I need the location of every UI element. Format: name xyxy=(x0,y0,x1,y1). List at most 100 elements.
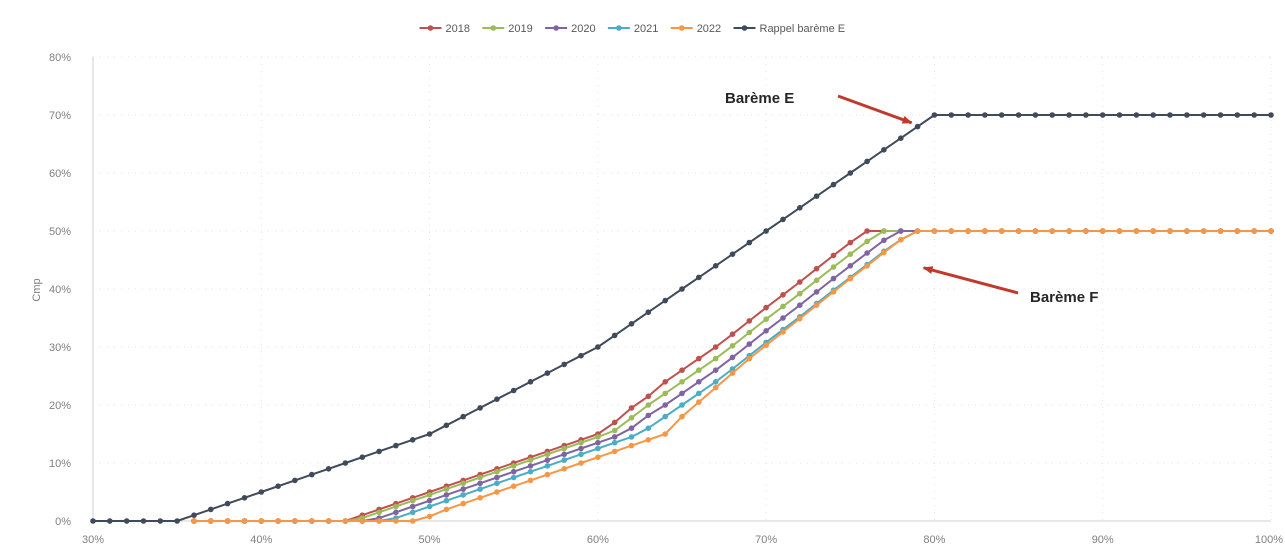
data-point xyxy=(611,439,618,446)
data-point xyxy=(696,399,702,405)
data-point xyxy=(696,367,702,374)
series-line xyxy=(194,230,1271,522)
data-point xyxy=(409,497,416,504)
data-point xyxy=(847,251,854,257)
data-point xyxy=(477,480,483,487)
data-point xyxy=(224,518,231,524)
data-point xyxy=(628,405,635,411)
data-point xyxy=(1049,112,1055,118)
data-point xyxy=(763,304,769,311)
y-tick-label: 70% xyxy=(49,110,71,122)
data-point xyxy=(662,431,668,437)
data-point xyxy=(965,112,971,118)
y-axis-title: Cmp xyxy=(31,278,43,301)
legend-entry: 2019 xyxy=(482,23,533,35)
data-point xyxy=(830,264,837,270)
data-point xyxy=(544,463,551,469)
data-point xyxy=(157,518,164,524)
y-tick-label: 80% xyxy=(49,52,71,64)
data-point xyxy=(628,434,635,440)
y-tick-label: 20% xyxy=(49,400,71,412)
series-2019 xyxy=(191,228,1274,524)
data-point xyxy=(275,483,281,490)
data-point xyxy=(864,250,870,256)
data-point xyxy=(712,344,719,350)
data-point xyxy=(763,328,769,334)
data-point xyxy=(679,390,685,397)
legend-label: 2019 xyxy=(508,23,532,35)
data-point xyxy=(898,236,904,243)
data-point xyxy=(696,390,702,397)
data-point xyxy=(931,228,938,234)
data-point xyxy=(1083,228,1089,234)
data-point xyxy=(359,518,366,524)
data-point xyxy=(460,486,467,492)
data-point xyxy=(948,228,955,234)
data-point xyxy=(746,239,753,246)
data-point xyxy=(561,466,567,472)
data-point xyxy=(477,405,483,411)
data-point xyxy=(578,352,584,359)
data-point xyxy=(1217,112,1224,118)
data-point xyxy=(1251,228,1257,234)
data-point xyxy=(90,518,96,524)
data-point xyxy=(510,387,517,394)
data-point xyxy=(662,297,668,304)
data-point xyxy=(813,265,820,272)
data-point xyxy=(409,503,416,510)
data-point xyxy=(780,315,786,321)
data-point xyxy=(1167,112,1173,118)
legend-swatch-marker xyxy=(616,25,622,31)
data-point xyxy=(1133,112,1140,118)
data-point xyxy=(931,112,938,118)
legend-label: 2020 xyxy=(571,23,595,35)
data-point xyxy=(813,302,820,309)
data-point xyxy=(645,437,652,443)
x-tick-label: 100% xyxy=(1255,534,1283,546)
data-point xyxy=(679,367,685,374)
data-point xyxy=(426,431,433,437)
data-point xyxy=(426,492,433,498)
legend-entry: 2020 xyxy=(545,23,596,35)
legend-swatch-marker xyxy=(490,25,497,31)
data-point xyxy=(561,445,567,452)
data-point xyxy=(325,466,332,472)
data-point xyxy=(123,518,130,524)
x-tick-label: 50% xyxy=(419,534,441,546)
data-point xyxy=(460,413,467,420)
data-point xyxy=(813,277,820,284)
data-point xyxy=(393,503,399,510)
legend-label: Rappel barème E xyxy=(760,23,846,35)
data-point xyxy=(864,158,870,165)
annotation-arrow-e xyxy=(837,94,913,125)
data-point xyxy=(628,415,635,421)
series-2021 xyxy=(191,228,1274,524)
data-point xyxy=(645,412,652,419)
data-point xyxy=(881,237,887,244)
data-point xyxy=(830,252,837,259)
data-point xyxy=(241,518,248,524)
data-point xyxy=(208,518,214,524)
data-point xyxy=(393,442,399,449)
x-tick-label: 30% xyxy=(82,534,104,546)
y-tick-label: 50% xyxy=(49,226,71,238)
data-point xyxy=(813,193,820,199)
data-point xyxy=(443,506,450,513)
data-point xyxy=(510,463,517,469)
data-point xyxy=(847,275,854,282)
data-point xyxy=(376,448,382,455)
data-point xyxy=(1066,228,1072,234)
data-point xyxy=(443,422,450,429)
y-tick-label: 30% xyxy=(49,342,71,354)
data-point xyxy=(763,228,769,234)
legend: 2018 2019 2020 2021 2022 Rappel barème E xyxy=(419,23,846,35)
data-point xyxy=(393,518,399,524)
data-point xyxy=(426,497,433,504)
data-point xyxy=(712,355,719,362)
data-point xyxy=(797,205,803,211)
data-point xyxy=(1032,228,1039,234)
data-point xyxy=(1268,112,1274,118)
data-point xyxy=(830,275,837,282)
data-point xyxy=(628,321,635,327)
